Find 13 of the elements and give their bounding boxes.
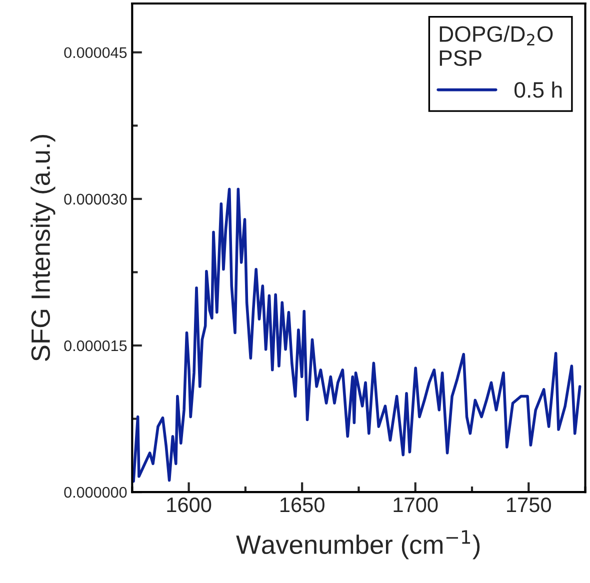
y-tick-label: 0.000045	[64, 47, 127, 58]
y-tick-label: 0.000000	[64, 486, 127, 498]
legend-label: 0.5 h	[514, 81, 562, 98]
x-tick-label: 1650	[280, 497, 324, 512]
x-tick-label: 1700	[394, 497, 438, 512]
y-axis-title: SFG Intensity (a.u.)	[30, 135, 56, 361]
line-series	[132, 188, 582, 483]
y-tick-label: 0.000015	[64, 340, 127, 352]
text: DOPG/D$_{2}$O PSP	[440, 26, 553, 66]
x-tick-label: 1750	[507, 497, 551, 512]
x-axis-title: Wavenumber (cm$^{−1}$)	[236, 530, 480, 560]
y-tick-label: 0.000030	[64, 194, 127, 205]
x-tick-label: 1600	[167, 497, 212, 512]
